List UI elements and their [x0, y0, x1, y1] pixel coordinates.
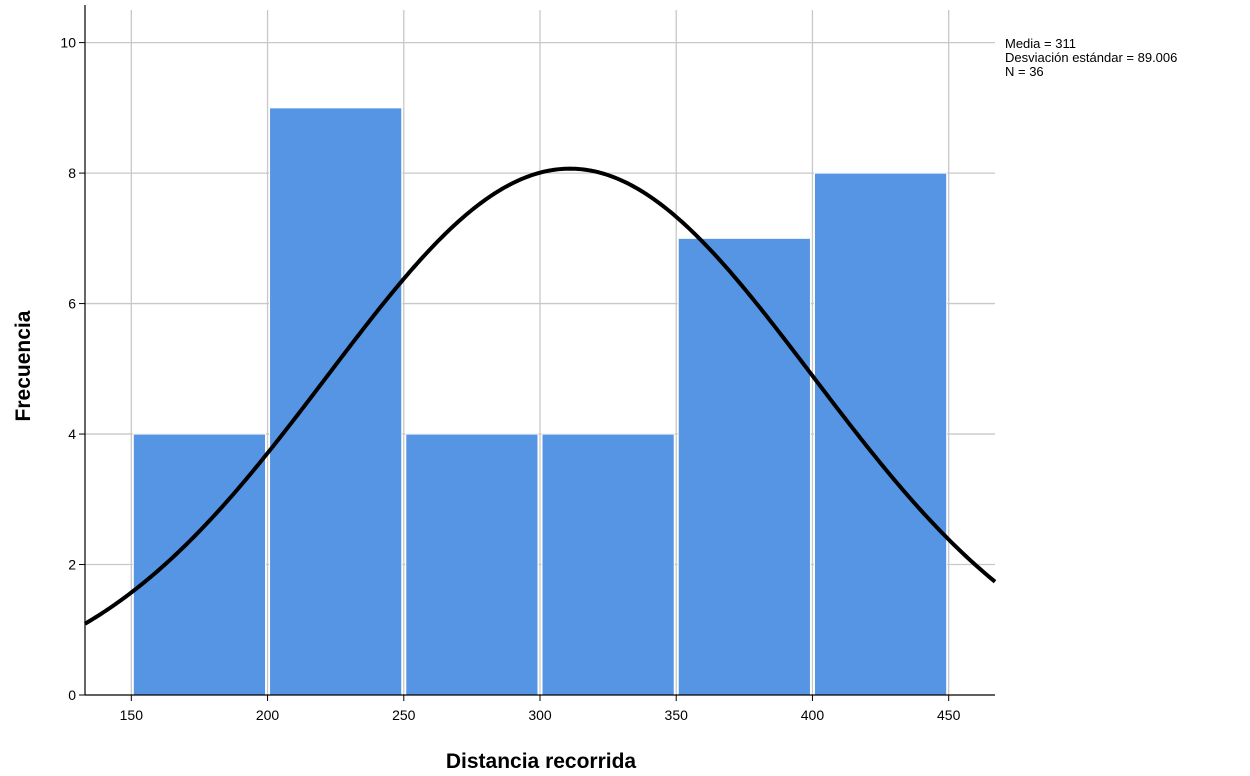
n-label: N = 36: [1005, 64, 1044, 79]
tick-labels: 0 2 4 6 8 10 150 200 250 300 350 400 450: [60, 35, 960, 723]
y-tick-label: 4: [68, 426, 76, 442]
histogram-bar: [677, 237, 811, 696]
x-axis-title: Distancia recorrida: [446, 750, 637, 773]
x-tick-label: 250: [392, 707, 416, 723]
x-tick-label: 300: [528, 707, 552, 723]
y-tick-label: 2: [68, 557, 76, 573]
x-tick-label: 350: [665, 707, 689, 723]
x-tick-label: 450: [937, 707, 961, 723]
statistics-box: Media = 311 Desviación estándar = 89.006…: [1005, 37, 1177, 79]
y-tick-label: 8: [68, 165, 76, 181]
normal-curve-layer: [83, 166, 997, 626]
y-tick-label: 0: [68, 687, 76, 703]
histogram-bar: [405, 433, 539, 696]
histogram-bar: [541, 433, 675, 696]
x-tick-label: 400: [801, 707, 825, 723]
y-tick-label: 10: [60, 35, 76, 51]
histogram-bar: [132, 433, 267, 696]
histogram-bar: [813, 172, 948, 696]
mean-label: Media = 311: [1005, 36, 1076, 51]
y-axis-title: Frecuencia: [12, 310, 35, 421]
histogram-bar: [269, 107, 403, 696]
histogram-bars: [132, 107, 948, 696]
x-tick-label: 200: [256, 707, 280, 723]
sd-label: Desviación estándar = 89.006: [1005, 50, 1178, 65]
normal-curve: [83, 166, 997, 626]
y-tick-label: 6: [68, 296, 76, 312]
axes: [79, 5, 995, 701]
x-tick-label: 150: [120, 707, 144, 723]
